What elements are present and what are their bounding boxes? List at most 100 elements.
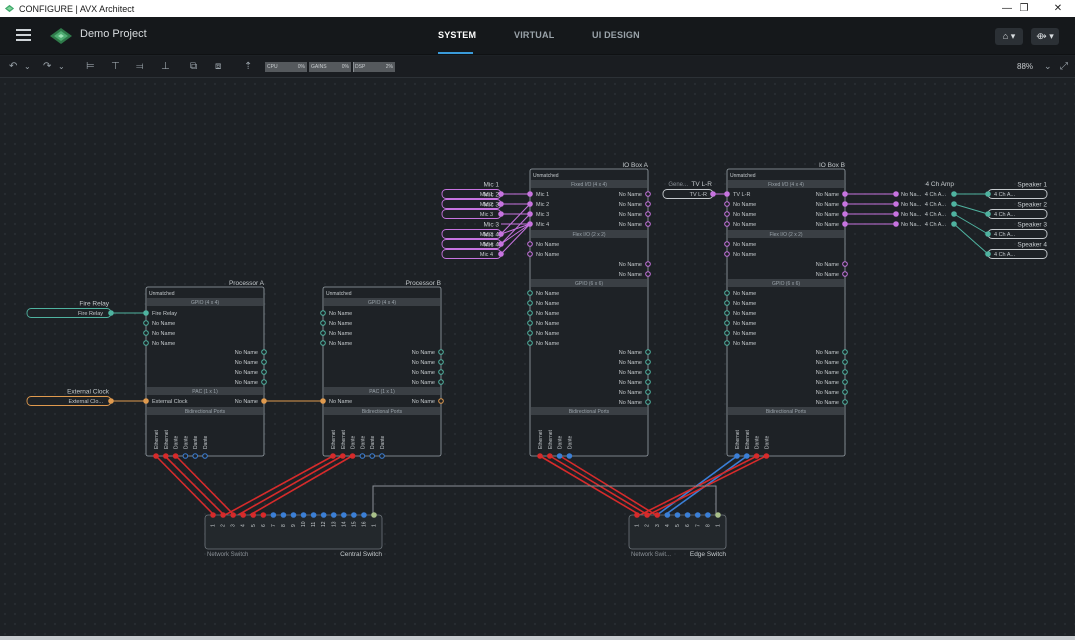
central-switch-port[interactable] <box>351 512 357 518</box>
processor-b-pac-out-port[interactable] <box>438 398 444 404</box>
io-box-b-fixed-out-port[interactable] <box>842 201 848 207</box>
io-box-b-gpio-out-port[interactable] <box>842 349 848 355</box>
undo-menu-chevron-down-icon[interactable]: ⌄ <box>24 62 31 71</box>
io-box-b-gpio-in-port[interactable] <box>724 340 730 346</box>
io-box-b-gpio-out-port[interactable] <box>842 379 848 385</box>
io-box-b-gpio-out-port[interactable] <box>842 399 848 405</box>
processor-b-bidir-port[interactable] <box>349 453 356 459</box>
io-box-a-bidir-port[interactable] <box>547 453 553 459</box>
mic-input-6-port[interactable] <box>498 251 504 257</box>
io-box-a-gpio-out-port[interactable] <box>645 389 651 395</box>
io-box-a-fixed-in-port[interactable] <box>527 221 533 227</box>
io-box-a-gpio-in-port[interactable] <box>527 290 533 296</box>
io-box-b-gpio-in-port[interactable] <box>724 290 730 296</box>
tab-virtual[interactable]: VIRTUAL <box>514 30 555 40</box>
central-switch-port[interactable] <box>320 512 327 518</box>
fire-relay-input-port[interactable] <box>108 310 114 316</box>
io-box-b-fixed-in-port[interactable] <box>724 191 730 197</box>
zoom-level[interactable]: 88% <box>1017 62 1034 71</box>
central-switch-port[interactable] <box>260 512 267 518</box>
redo-icon[interactable]: ↷ <box>43 61 52 72</box>
processor-b-gpio-in-port[interactable] <box>320 310 326 316</box>
io-box-b-flex-in-port[interactable] <box>724 241 730 247</box>
io-box-b-fixed-out-port[interactable] <box>842 221 848 227</box>
central-switch-port[interactable] <box>330 512 337 518</box>
io-box-a-fixed-out-port[interactable] <box>645 201 651 207</box>
processor-a-gpio-out-port[interactable] <box>261 349 267 355</box>
central-switch-port[interactable] <box>361 512 367 518</box>
io-box-a-gpio-out-port[interactable] <box>645 369 651 375</box>
io-box-a-fixed-out-port[interactable] <box>645 211 651 217</box>
io-box-a-fixed-in-port[interactable] <box>527 211 533 217</box>
speaker-1-port[interactable] <box>985 191 991 197</box>
central-switch-port[interactable] <box>250 512 257 518</box>
processor-b-bidir-port[interactable] <box>359 453 366 459</box>
processor-b-bidir-port[interactable] <box>330 453 336 459</box>
central-switch-port[interactable] <box>220 512 226 518</box>
io-box-a-fixed-in-port[interactable] <box>527 191 533 197</box>
central-switch-port[interactable] <box>341 512 347 518</box>
io-box-b-gpio-in-port[interactable] <box>724 310 730 316</box>
edge-switch-port[interactable] <box>654 512 661 518</box>
io-box-b-gpio-in-port[interactable] <box>724 300 730 306</box>
io-box-a-gpio-in-port[interactable] <box>527 310 533 316</box>
central-switch-port[interactable] <box>230 512 236 518</box>
processor-a-bidir-port[interactable] <box>172 453 179 459</box>
io-box-a-gpio-out-port[interactable] <box>645 349 651 355</box>
io-box-a-gpio-in-port[interactable] <box>527 340 533 346</box>
io-box-a-gpio-out-port[interactable] <box>645 379 651 385</box>
io-box-a-bidir-port[interactable] <box>566 453 573 459</box>
io-box-b-fixed-out-port[interactable] <box>842 211 848 217</box>
tab-system[interactable]: SYSTEM <box>438 30 477 40</box>
io-box-b-bidir-port[interactable] <box>753 453 760 459</box>
amp-in-port[interactable] <box>893 201 899 207</box>
bring-front-icon[interactable]: ⧉ <box>190 61 198 72</box>
maximize-button[interactable]: ❐ <box>1019 3 1029 14</box>
amp-in-port[interactable] <box>893 211 899 217</box>
mic-input-2-port[interactable] <box>498 201 504 207</box>
processor-a-pac-in-port[interactable] <box>143 398 149 404</box>
io-box-a-flex-out-port[interactable] <box>645 271 651 277</box>
tv-lr-port[interactable] <box>710 191 716 197</box>
central-switch-port[interactable] <box>300 512 307 518</box>
io-box-a-flex-out-port[interactable] <box>645 261 651 267</box>
fit-screen-icon[interactable]: ⤢ <box>1060 61 1068 72</box>
io-box-a-flex-in-port[interactable] <box>527 251 533 257</box>
processor-b-bidir-port[interactable] <box>379 453 385 459</box>
io-box-a-gpio-in-port[interactable] <box>527 320 533 326</box>
central-switch-port[interactable] <box>290 512 297 518</box>
processor-a-gpio-in-port[interactable] <box>143 310 149 316</box>
edge-switch-port[interactable] <box>634 512 640 518</box>
align-left-icon[interactable]: ⊨ <box>86 61 95 72</box>
io-box-b-bidir-port[interactable] <box>734 453 740 459</box>
processor-b-bidir-port[interactable] <box>369 453 376 459</box>
amp-in-port[interactable] <box>893 221 899 227</box>
undo-icon[interactable]: ↶ <box>9 61 18 72</box>
amp-out-port[interactable] <box>951 201 957 207</box>
distribute-icon[interactable]: ⇡ <box>244 61 253 72</box>
processor-b-gpio-out-port[interactable] <box>438 379 444 385</box>
io-box-b-flex-in-port[interactable] <box>724 251 730 257</box>
io-box-b-bidir-port[interactable] <box>763 453 770 459</box>
io-box-b-fixed-in-port[interactable] <box>724 211 730 217</box>
io-box-b-fixed-in-port[interactable] <box>724 221 730 227</box>
amp-out-port[interactable] <box>951 191 957 197</box>
edge-switch-port[interactable] <box>674 512 681 518</box>
io-box-b-gpio-in-port[interactable] <box>724 320 730 326</box>
amp-out-port[interactable] <box>951 221 957 227</box>
processor-b-gpio-out-port[interactable] <box>438 349 444 355</box>
central-switch-port[interactable] <box>371 512 377 518</box>
send-back-icon[interactable]: ⧈ <box>215 61 222 72</box>
processor-a-gpio-in-port[interactable] <box>143 340 149 346</box>
link-dropdown-button[interactable]: ⟴ ▾ <box>1031 28 1059 45</box>
io-box-a-fixed-in-port[interactable] <box>527 201 533 207</box>
io-box-a-fixed-out-port[interactable] <box>645 191 651 197</box>
processor-a-gpio-out-port[interactable] <box>261 359 267 365</box>
processor-b-pac-in-port[interactable] <box>320 398 326 404</box>
processor-b-gpio-out-port[interactable] <box>438 359 444 365</box>
edge-switch-port[interactable] <box>715 512 721 518</box>
processor-a-bidir-port[interactable] <box>192 453 198 459</box>
io-box-a-gpio-out-port[interactable] <box>645 399 651 405</box>
redo-menu-chevron-down-icon[interactable]: ⌄ <box>58 62 65 71</box>
processor-a-bidir-port[interactable] <box>153 453 159 459</box>
